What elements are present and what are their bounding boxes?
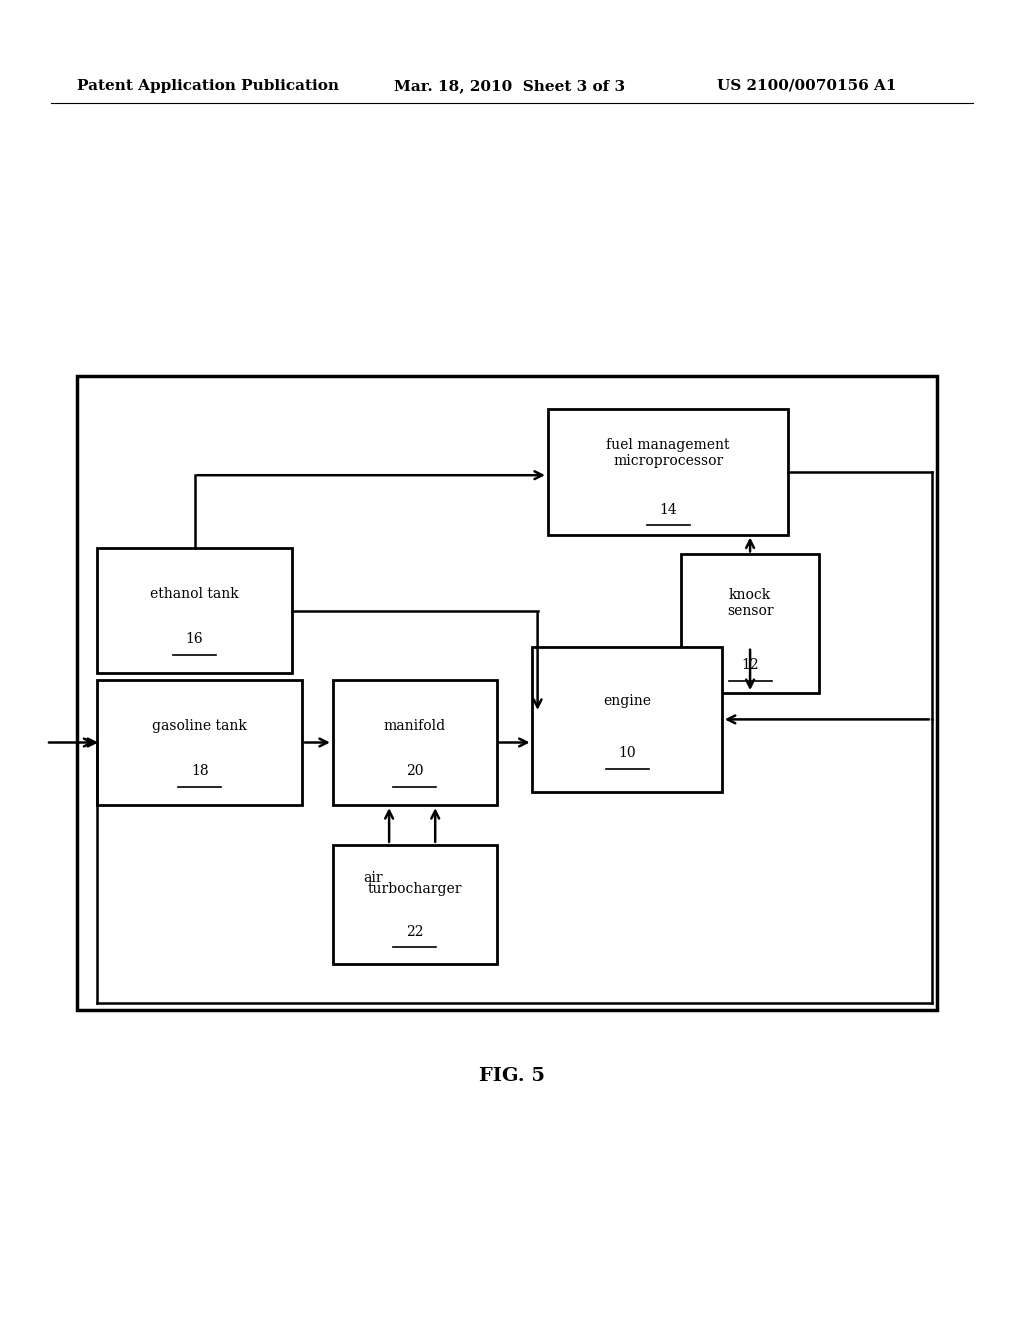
Text: 16: 16 <box>185 632 204 647</box>
Bar <box>333 680 497 805</box>
Text: 20: 20 <box>406 764 424 779</box>
Bar <box>681 554 819 693</box>
Text: 18: 18 <box>190 764 209 779</box>
Text: US 2100/0070156 A1: US 2100/0070156 A1 <box>717 79 896 92</box>
Text: engine: engine <box>603 693 651 708</box>
Text: FIG. 5: FIG. 5 <box>479 1067 545 1085</box>
Text: 10: 10 <box>618 746 636 760</box>
Text: ethanol tank: ethanol tank <box>151 587 239 601</box>
Text: manifold: manifold <box>384 719 445 733</box>
Text: air: air <box>364 871 383 884</box>
Bar <box>77 376 937 1010</box>
Text: Mar. 18, 2010  Sheet 3 of 3: Mar. 18, 2010 Sheet 3 of 3 <box>394 79 626 92</box>
Text: 14: 14 <box>659 503 677 516</box>
Bar <box>97 680 302 805</box>
Bar <box>548 409 788 535</box>
Bar <box>97 548 292 673</box>
Text: 22: 22 <box>406 924 424 939</box>
Text: gasoline tank: gasoline tank <box>153 719 247 733</box>
Text: knock
sensor: knock sensor <box>727 587 773 618</box>
Text: Patent Application Publication: Patent Application Publication <box>77 79 339 92</box>
Bar <box>333 845 497 964</box>
Text: turbocharger: turbocharger <box>368 882 462 896</box>
Text: 12: 12 <box>741 659 759 672</box>
Text: fuel management
microprocessor: fuel management microprocessor <box>606 438 730 469</box>
Bar <box>532 647 722 792</box>
